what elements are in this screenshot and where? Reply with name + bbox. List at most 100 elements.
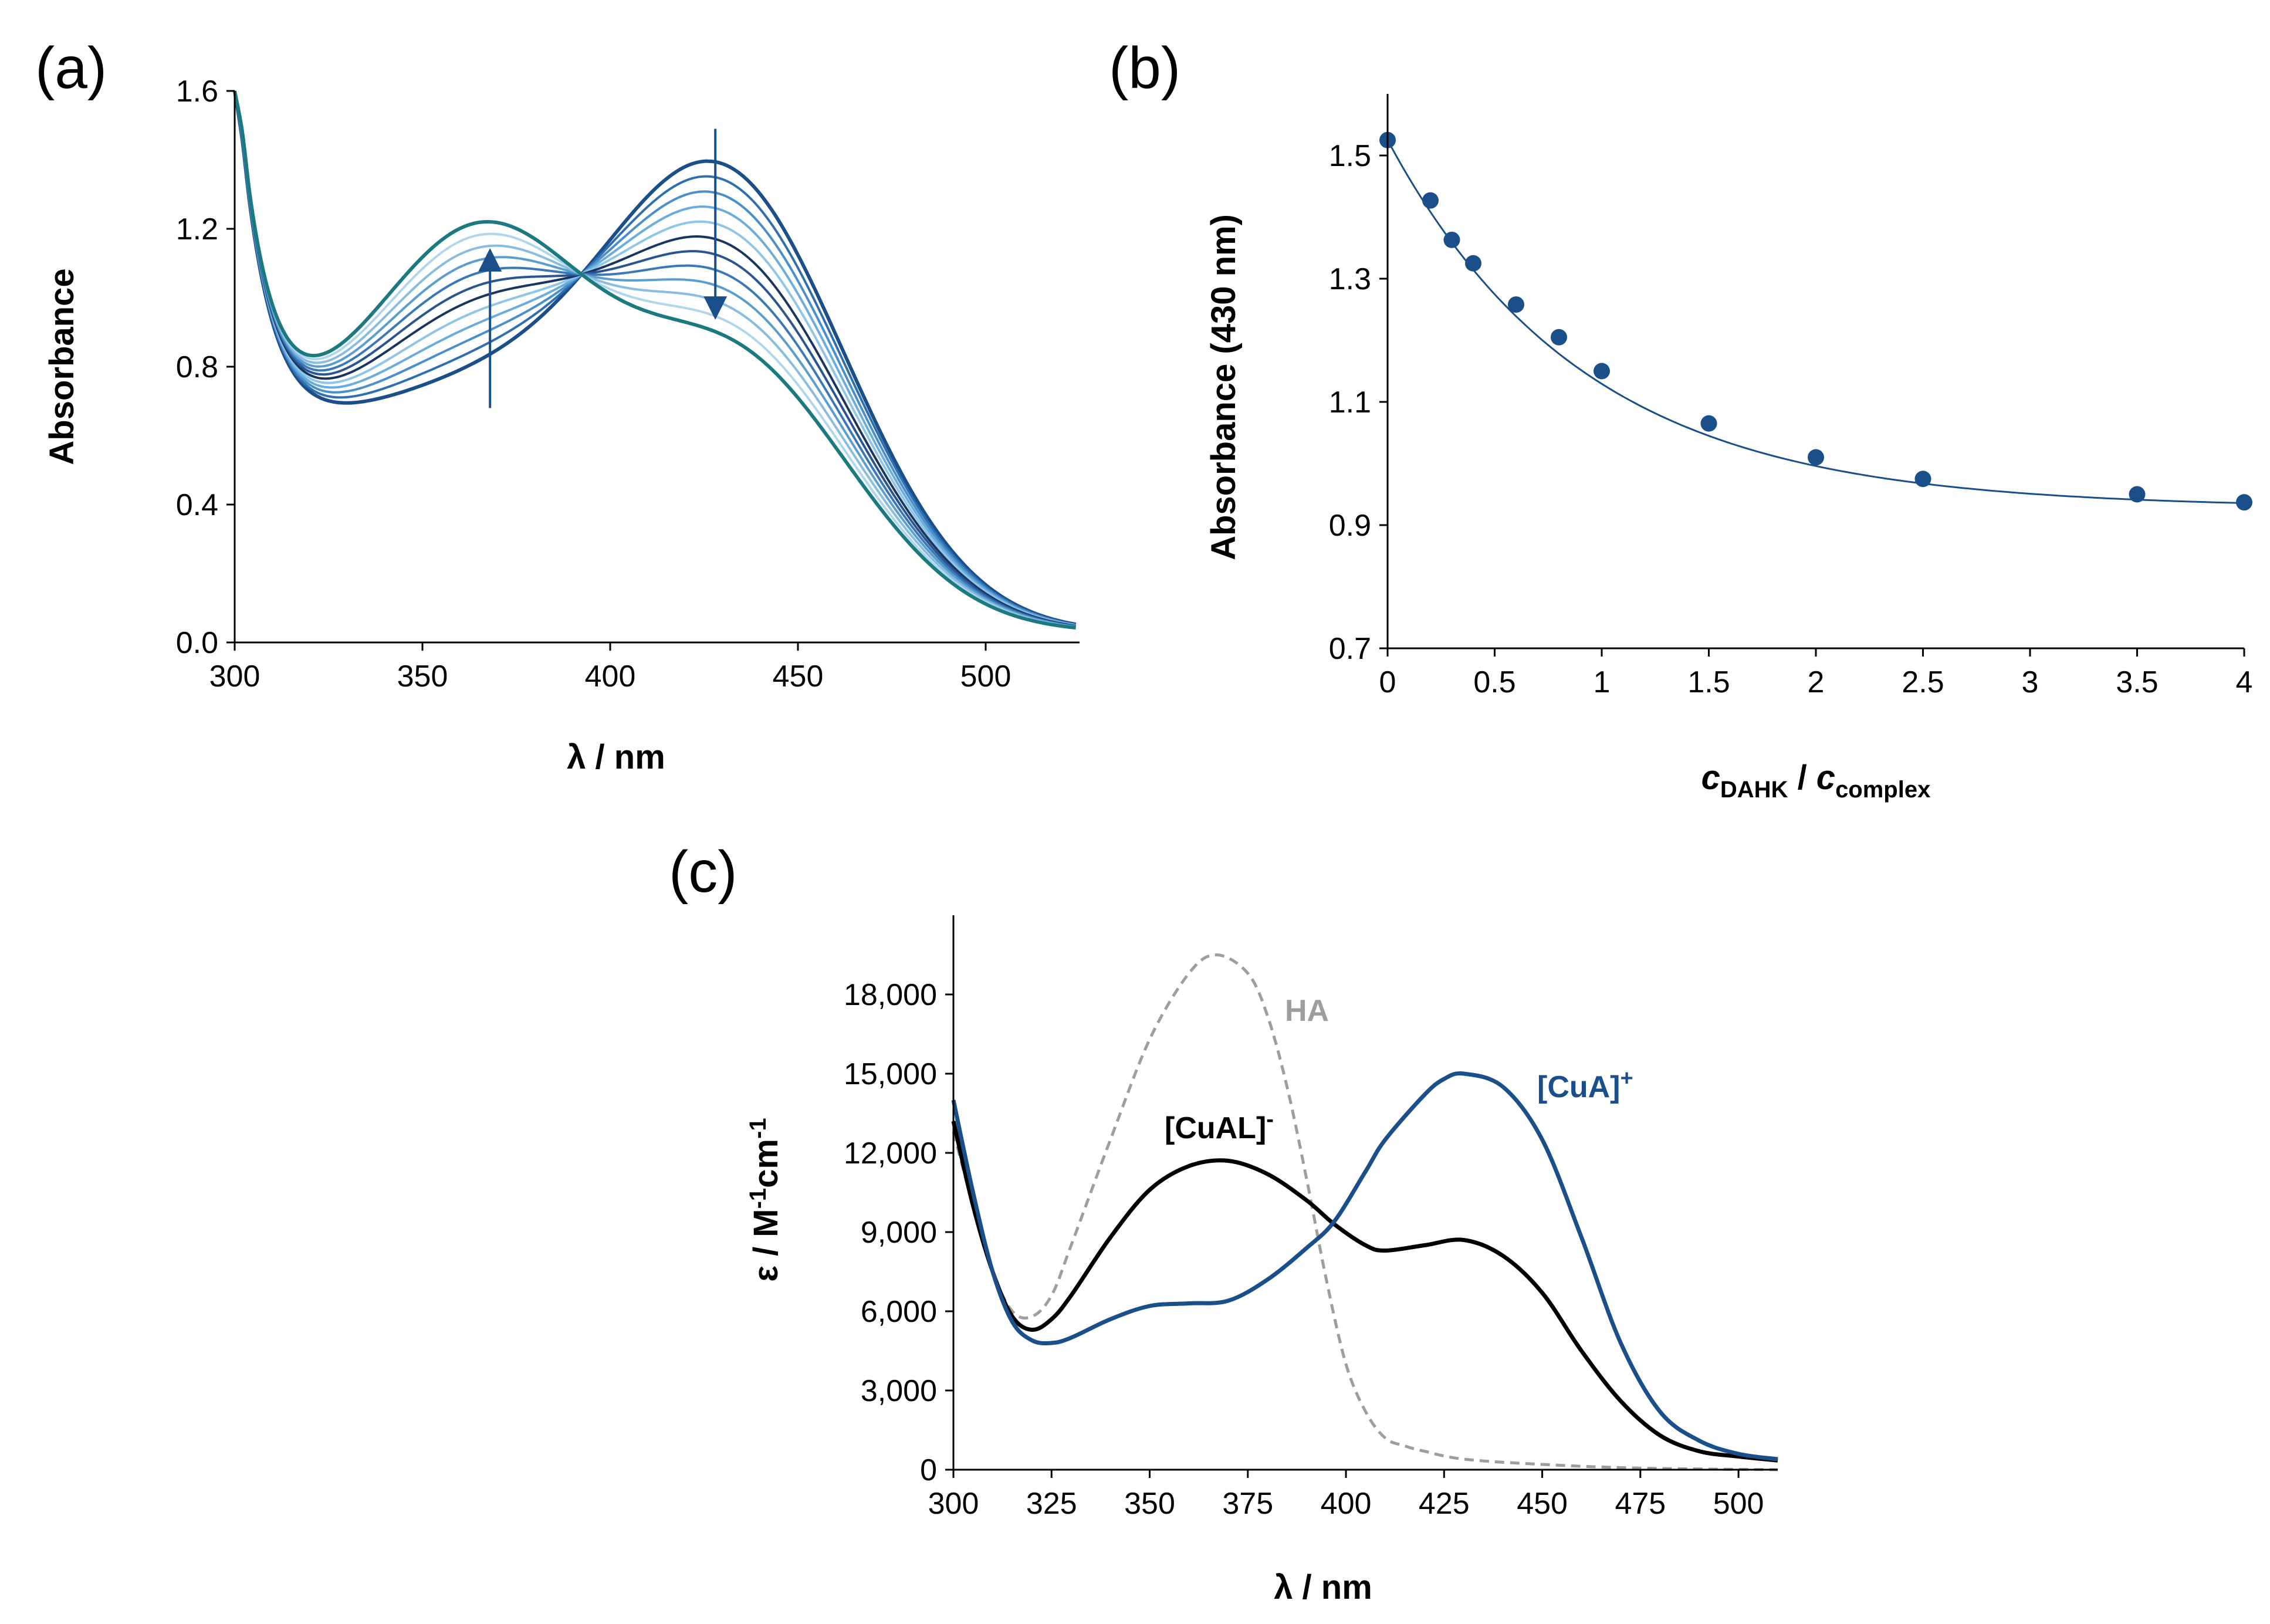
panel-c-y-label: ε / M-1cm-1 xyxy=(745,1118,785,1281)
panel-a-y-tick-label: 0.8 xyxy=(176,350,218,384)
panel-a-spectrum-line xyxy=(234,90,1076,628)
panel-b-y-label: Absorbance (430 nm) xyxy=(1205,214,1243,560)
series-label-cual-text: [CuAL] xyxy=(1165,1111,1266,1145)
panel-a-spectrum-line xyxy=(234,90,1076,628)
panel-b-x-ticks: 0 0.5 1 1.5 2 2.5 3 3.5 4 xyxy=(1379,648,2253,699)
panel-c-y-label-pre: ε / M xyxy=(747,1209,785,1281)
panel-b-data-point xyxy=(1594,363,1610,380)
panel-c-series-group xyxy=(951,953,1778,1471)
panel-b-x-tick-label: 3.5 xyxy=(2116,665,2158,699)
panel-a-y-label: Absorbance xyxy=(43,268,81,465)
panel-a-x-tick-label: 300 xyxy=(209,659,261,693)
panel-c: (c) 300 325 350 375 400 425 450 475 500 0 3,000 6,… xyxy=(669,839,1778,1606)
panel-b: (b) 0 0.5 1 1.5 2 2.5 3 3.5 4 0.70.91.11.31.5 cD… xyxy=(1109,35,2252,803)
panel-b-x-tick-label: 1 xyxy=(1594,665,1611,699)
series-label-cua-sup: + xyxy=(1621,1066,1633,1091)
panel-a-x-label: λ / nm xyxy=(567,738,665,776)
panel-c-x-tick-label: 450 xyxy=(1517,1487,1568,1521)
panel-b-data-point xyxy=(2129,486,2146,503)
panel-a-x-tick-label: 500 xyxy=(960,659,1011,693)
panel-b-x-label-c1: c xyxy=(1701,759,1720,797)
panel-a-y-ticks: 0.0 0.4 0.8 1.2 1.6 xyxy=(176,75,235,660)
panel-c-y-tick-label: 9,000 xyxy=(861,1216,937,1250)
panel-b-data-point xyxy=(1422,192,1439,209)
panel-b-data-point xyxy=(1443,231,1460,248)
panel-c-x-tick-label: 300 xyxy=(928,1487,979,1521)
series-label-cua: [CuA]+ xyxy=(1537,1066,1633,1104)
panel-c-x-tick-label: 350 xyxy=(1124,1487,1175,1521)
panel-b-data-point xyxy=(1808,449,1824,466)
panel-c-x-tick-label: 400 xyxy=(1321,1487,1372,1521)
panel-c-x-label: λ / nm xyxy=(1274,1568,1372,1606)
panel-c-x-tick-label: 425 xyxy=(1419,1487,1470,1521)
panel-a-x-ticks: 300 350 400 450 500 xyxy=(209,642,1011,693)
panel-a-spectrum-line xyxy=(234,90,1076,629)
panel-b-x-tick-label: 2 xyxy=(1808,665,1825,699)
panel-c-y-tick-label: 18,000 xyxy=(844,978,937,1012)
panel-b-data-point xyxy=(2236,494,2252,511)
panel-b-data-point xyxy=(1508,296,1524,313)
panel-b-y-tick-label: 0.7 xyxy=(1329,632,1371,666)
panel-c-y-tick-label: 6,000 xyxy=(861,1295,937,1329)
panel-c-y-label-sup1: -1 xyxy=(745,1188,771,1209)
panel-b-x-tick-label: 1.5 xyxy=(1687,665,1730,699)
panel-c-x-tick-label: 375 xyxy=(1222,1487,1273,1521)
panel-b-x-label-sub1: DAHK xyxy=(1720,777,1788,803)
panel-b-data-point xyxy=(1551,329,1567,346)
panel-b-y-tick-label: 1.3 xyxy=(1329,262,1371,296)
panel-a-y-tick-label: 1.6 xyxy=(176,75,218,109)
panel-c-series-line-2 xyxy=(951,1071,1778,1461)
panel-c-series-line-1 xyxy=(951,1121,1778,1463)
panel-c-x-tick-label: 325 xyxy=(1026,1487,1077,1521)
panel-c-x-tick-label: 475 xyxy=(1615,1487,1666,1521)
panel-c-y-tick-label: 15,000 xyxy=(844,1057,937,1091)
panel-b-data-point xyxy=(1700,415,1717,432)
panel-b-x-tick-label: 2.5 xyxy=(1902,665,1944,699)
panel-a-spectrum-line xyxy=(233,90,1077,627)
panel-b-y-tick-label: 1.1 xyxy=(1329,385,1371,419)
panel-b-y-ticks: 0.7 0.9 1.1 1.3 1.5 xyxy=(1329,139,1388,666)
panel-b-x-label-sub2: complex xyxy=(1835,777,1930,803)
panel-a-spectrum-line xyxy=(234,90,1076,628)
panel-a: (a) 300 350 400 450 500 0.0 0.4 0.8 1.2 1.6 λ / … xyxy=(35,35,1080,776)
panel-b-data-point xyxy=(1914,471,1931,488)
panel-a-spectrum-line xyxy=(234,90,1076,627)
panel-a-spectrum-line xyxy=(233,90,1076,630)
panel-b-data-point xyxy=(1465,255,1481,272)
panel-c-y-ticks: 0 3,000 6,000 9,000 12,000 15,000 18,000 xyxy=(844,978,953,1487)
panel-a-label: (a) xyxy=(35,35,107,101)
panel-a-x-tick-label: 450 xyxy=(773,659,824,693)
series-label-cua-text: [CuA] xyxy=(1537,1070,1621,1104)
panel-c-y-label-mid: cm xyxy=(747,1139,785,1188)
series-label-ha: HA xyxy=(1285,994,1329,1028)
panel-b-x-tick-label: 3 xyxy=(2022,665,2039,699)
panel-b-points xyxy=(1379,131,2252,511)
panel-a-x-tick-label: 350 xyxy=(397,659,448,693)
panel-a-y-tick-label: 1.2 xyxy=(176,212,218,246)
panel-c-y-tick-label: 3,000 xyxy=(861,1374,937,1408)
series-label-cual-sup: - xyxy=(1266,1107,1274,1132)
panel-a-arrows xyxy=(478,128,728,408)
panel-b-x-label-c2: c xyxy=(1816,759,1835,797)
panel-c-label: (c) xyxy=(669,839,738,905)
panel-b-x-label-slash: / xyxy=(1788,759,1816,797)
panel-b-y-tick-label: 0.9 xyxy=(1329,509,1371,543)
panel-b-x-tick-label: 4 xyxy=(2236,665,2253,699)
panel-b-fit-group xyxy=(1386,140,2245,504)
panel-b-y-tick-label: 1.5 xyxy=(1329,139,1371,173)
panel-b-x-label: cDAHK / ccomplex xyxy=(1701,759,1931,803)
panel-b-label: (b) xyxy=(1109,35,1180,101)
panel-c-y-label-sup2: -1 xyxy=(745,1118,771,1139)
panel-a-x-tick-label: 400 xyxy=(585,659,636,693)
panel-c-x-tick-label: 500 xyxy=(1713,1487,1764,1521)
panel-b-x-tick-label: 0.5 xyxy=(1473,665,1515,699)
panel-a-spectrum-line xyxy=(234,90,1076,627)
panel-a-y-tick-label: 0.4 xyxy=(176,488,218,522)
panel-a-spectrum-line xyxy=(234,90,1076,627)
panel-c-x-ticks: 300 325 350 375 400 425 450 475 500 xyxy=(928,1470,1764,1521)
panel-c-series-line-0 xyxy=(952,953,1778,1471)
panel-b-fit-line xyxy=(1386,140,2245,504)
panel-c-y-tick-label: 0 xyxy=(920,1453,937,1487)
panel-a-spectrum-line xyxy=(234,90,1076,628)
